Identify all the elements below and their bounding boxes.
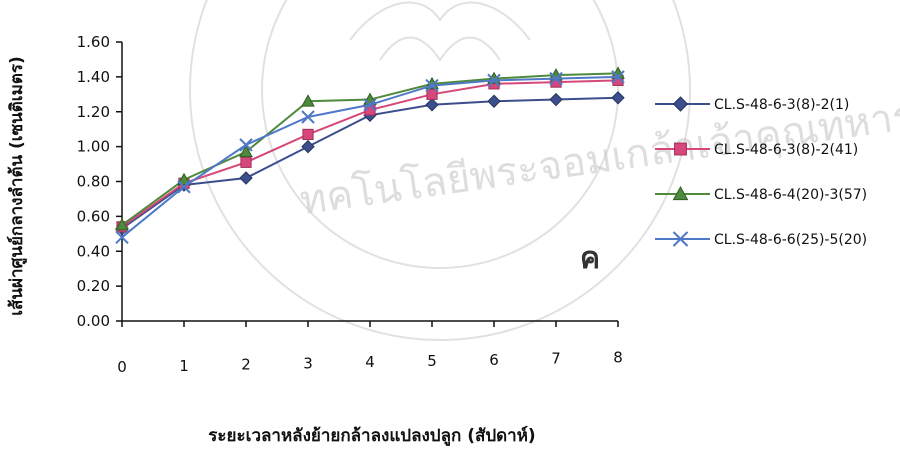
- x-point: [177, 180, 191, 194]
- diamond-point: [487, 94, 501, 108]
- legend-label: CL.S-48-6-6(25)-5(20): [714, 232, 867, 248]
- x-tick-label: 1: [179, 357, 189, 375]
- diamond-point: [425, 98, 439, 112]
- diamond-point: [239, 171, 253, 185]
- watermark-seal: ทคโนโลยีพระจอมเกล้าเจ้าคุณทหาร: [189, 0, 900, 341]
- x-tick-label: 0: [117, 358, 127, 376]
- x-tick-label: 4: [365, 353, 375, 371]
- x-tick-label: 6: [489, 351, 499, 369]
- x-point: [672, 231, 689, 247]
- legend-label: CL.S-48-6-4(20)-3(57): [714, 187, 867, 203]
- triangle-point: [115, 218, 129, 231]
- square-point: [240, 156, 252, 168]
- y-axis-title: เส้นผ่าศูนย์กลางลำต้น (เซนติเมตร): [6, 56, 28, 316]
- legend-item: CL.S-48-6-3(8)-2(1): [655, 96, 849, 113]
- y-tick-label: 0.60: [77, 207, 110, 225]
- x-point: [115, 230, 129, 245]
- diamond-point: [611, 91, 625, 105]
- x-tick-label: 2: [241, 356, 251, 374]
- square-point: [674, 142, 687, 156]
- x-point: [363, 98, 377, 112]
- x-point: [549, 71, 563, 86]
- triangle-point: [239, 144, 253, 158]
- triangle-point: [672, 185, 689, 201]
- triangle-point: [177, 172, 191, 186]
- diamond-point: [672, 96, 689, 112]
- y-tick-label: 1.40: [77, 68, 110, 86]
- y-tick-label: 0.00: [77, 312, 110, 330]
- x-point: [425, 78, 439, 93]
- y-tick-label: 1.60: [77, 33, 110, 51]
- square-point: [426, 88, 438, 100]
- legend-label: CL.S-48-6-3(8)-2(1): [714, 97, 849, 113]
- y-tick-label: 1.00: [77, 138, 110, 156]
- legend-item: CL.S-48-6-3(8)-2(41): [655, 142, 858, 158]
- y-tick-label: 0.20: [77, 277, 110, 295]
- legend-item: CL.S-48-6-4(20)-3(57): [655, 185, 867, 203]
- y-tick-label: 0.40: [77, 242, 110, 260]
- legend-label: CL.S-48-6-3(8)-2(41): [714, 142, 858, 158]
- square-point: [302, 128, 314, 141]
- x-tick-label: 3: [303, 354, 313, 372]
- x-axis-title: ระยะเวลาหลังย้ายกล้าลงแปลงปลูก (สัปดาห์): [208, 425, 535, 447]
- x-tick-label: 5: [427, 352, 437, 370]
- legend: CL.S-48-6-3(8)-2(1) CL.S-48-6-3(8)-2(41) C…: [655, 96, 867, 248]
- panel-letter: ค: [580, 241, 600, 276]
- x-point: [239, 138, 253, 152]
- legend-item: CL.S-48-6-6(25)-5(20): [655, 231, 867, 248]
- y-axis-ticks: 0.00 0.20 0.40 0.60 0.80 1.00 1.20 1.40 1.60: [77, 33, 122, 330]
- y-tick-label: 0.80: [77, 173, 110, 191]
- diamond-point: [549, 92, 563, 107]
- x-point: [611, 70, 625, 84]
- series-4: [115, 70, 625, 245]
- x-axis-ticks: 0 1 2 3 4 5 6 7 8: [117, 321, 623, 376]
- x-point: [487, 73, 501, 88]
- series-layer: [115, 66, 625, 245]
- y-tick-label: 1.20: [77, 103, 110, 121]
- x-tick-label: 7: [551, 350, 561, 368]
- diamond-point: [301, 139, 315, 154]
- x-tick-label: 8: [613, 348, 623, 366]
- triangle-point: [301, 94, 315, 107]
- x-point: [301, 110, 315, 124]
